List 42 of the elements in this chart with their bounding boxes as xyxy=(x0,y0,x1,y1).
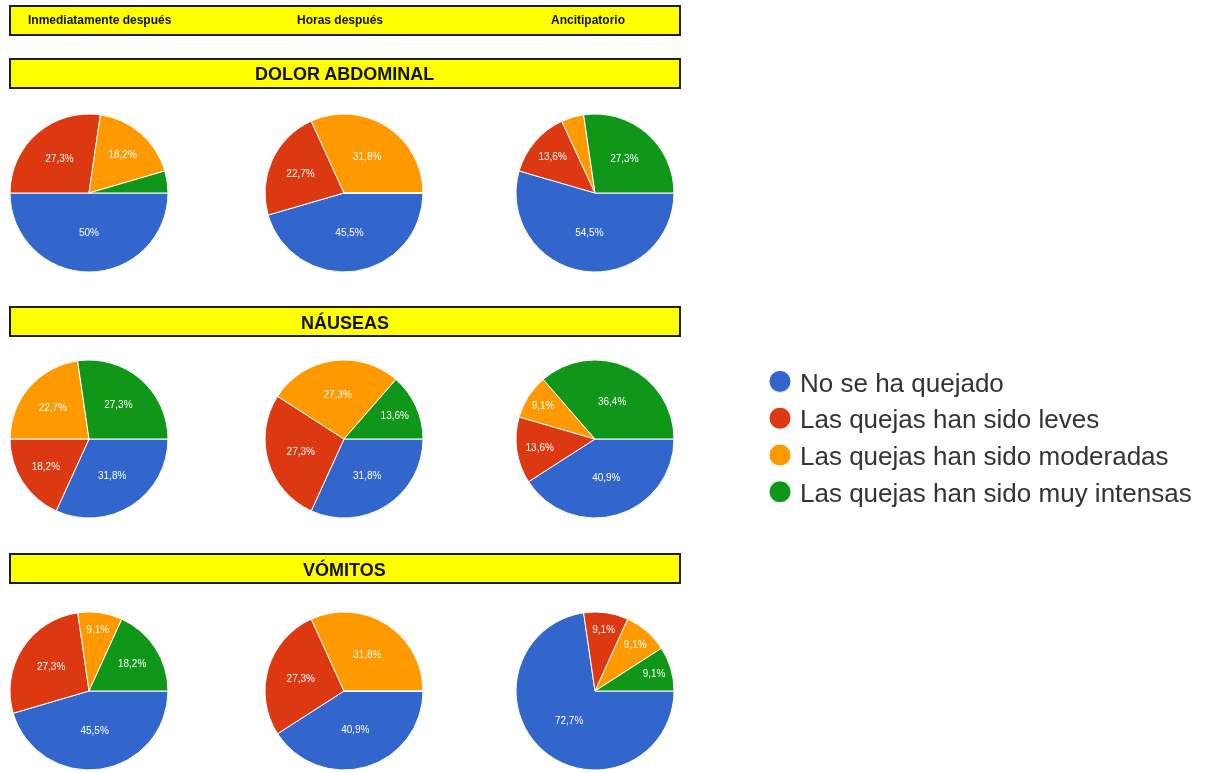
data-label: 22,7% xyxy=(38,402,68,414)
data-label: 31,8% xyxy=(352,469,382,481)
text: DOLOR ABDOMINAL xyxy=(255,64,435,84)
legend-label: Las quejas han sido muy intensas xyxy=(800,477,1192,508)
data-label: 9,1% xyxy=(592,624,616,636)
text: Ancitipatorio xyxy=(551,13,625,27)
data-label: 27,3% xyxy=(36,661,66,673)
data-label: 50% xyxy=(78,227,100,238)
legend-label: Las quejas han sido leves xyxy=(800,404,1100,435)
text: Horas después xyxy=(297,13,384,27)
data-label: 13,6% xyxy=(538,151,567,163)
data-label: 27,3% xyxy=(45,153,74,165)
legend-label: Las quejas han sido moderadas xyxy=(800,441,1169,472)
text: VÓMITOS xyxy=(303,559,386,580)
data-label: 18,2% xyxy=(108,148,137,160)
data-label: 40,9% xyxy=(592,472,621,484)
data-label: 27,3% xyxy=(286,446,316,458)
data-label: 9,1% xyxy=(86,624,110,636)
data-label: 9,1% xyxy=(642,668,666,680)
data-label: 31,8% xyxy=(352,649,382,661)
text: NÁUSEAS xyxy=(301,312,390,333)
data-label: 22,7% xyxy=(286,167,315,179)
legend-label: No se ha quejado xyxy=(800,367,1004,398)
data-label: 31,8% xyxy=(352,151,382,163)
data-label: 18,2% xyxy=(117,657,147,669)
data-label: 45,5% xyxy=(80,724,109,736)
text: Inmediatamente después xyxy=(28,13,172,27)
data-label: 27,3% xyxy=(286,672,316,684)
data-label: 54,5% xyxy=(575,226,604,238)
data-label: 9,1% xyxy=(531,400,555,412)
data-label: 27,3% xyxy=(610,153,639,165)
data-label: 72,7% xyxy=(554,715,584,727)
data-label: 40,9% xyxy=(341,724,370,736)
data-label: 45,5% xyxy=(335,226,364,238)
data-label: 18,2% xyxy=(31,461,61,473)
data-label: 36,4% xyxy=(597,395,627,407)
data-label: 31,8% xyxy=(97,469,127,481)
data-label: 13,6% xyxy=(525,441,554,453)
data-label: 27,3% xyxy=(323,388,352,400)
data-label: 13,6% xyxy=(380,410,410,422)
data-label: 9,1% xyxy=(623,638,647,650)
data-label: 27,3% xyxy=(104,399,133,411)
